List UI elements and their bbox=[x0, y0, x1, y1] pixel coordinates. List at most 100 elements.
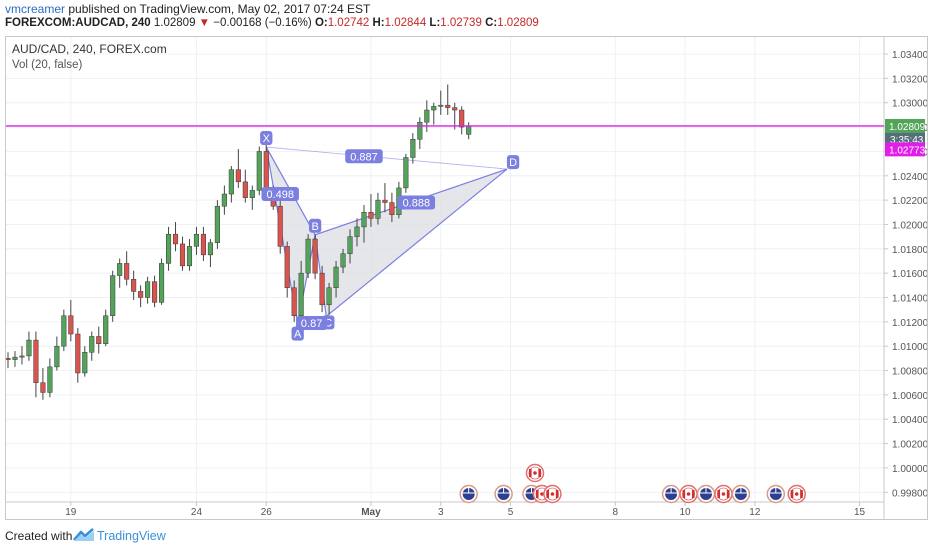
flag-stripe bbox=[528, 469, 532, 477]
flag-stripe bbox=[462, 488, 475, 494]
last-price: 1.02809 bbox=[153, 17, 196, 29]
price-tick-label: 1.01800 bbox=[892, 245, 927, 256]
flag-stripe bbox=[682, 490, 686, 498]
time-tick-label: 3 bbox=[438, 507, 444, 518]
pattern-triangle-bcd bbox=[314, 168, 508, 318]
candle-body bbox=[207, 242, 213, 256]
tradingview-brand[interactable]: TradingView bbox=[97, 529, 166, 543]
flag-stripe bbox=[790, 490, 794, 498]
chart-header: vmcreamer published on TradingView.com, … bbox=[0, 0, 932, 34]
publication-line: vmcreamer published on TradingView.com, … bbox=[5, 2, 370, 16]
price-axis[interactable]: 1.034001.032001.030001.028001.026001.024… bbox=[884, 50, 927, 499]
point-b-label-bg bbox=[308, 218, 322, 233]
candle-body bbox=[459, 109, 465, 128]
point-a-label: A bbox=[294, 329, 302, 341]
flag-stripe bbox=[769, 488, 782, 494]
ratio-label: 0.887 bbox=[350, 151, 378, 163]
flag-leaf bbox=[794, 492, 799, 496]
time-tick-label: May bbox=[361, 507, 381, 518]
created-with-text: Created with bbox=[5, 529, 73, 543]
australia-flag-icon bbox=[497, 488, 510, 500]
price-lines: 1.02809 3:35:431.02773 bbox=[6, 118, 926, 157]
candle-body bbox=[172, 233, 179, 245]
point-a-label-bg bbox=[291, 326, 304, 341]
point-c-label: C bbox=[324, 317, 332, 329]
time-axis[interactable]: 7192426May358101215 bbox=[6, 502, 866, 518]
published-text: published on TradingView.com, May 02, 20… bbox=[68, 2, 371, 16]
australia-flag-icon bbox=[700, 488, 712, 500]
flag-leaf bbox=[686, 492, 691, 496]
author-link[interactable]: vmcreamer bbox=[5, 2, 66, 16]
australia-flag-icon bbox=[462, 488, 475, 500]
candle-body bbox=[277, 205, 283, 247]
price-change: −0.00168 (−0.16%) bbox=[213, 17, 312, 29]
point-d-label-bg bbox=[506, 155, 520, 170]
price-tick-label: 1.01000 bbox=[892, 342, 927, 353]
price-tick-label: 1.02400 bbox=[892, 172, 927, 183]
flag-stripe bbox=[497, 488, 510, 494]
price-chart[interactable]: 1.034001.032001.030001.028001.026001.024… bbox=[6, 37, 927, 519]
price-tick-label: 1.01200 bbox=[892, 318, 927, 329]
flag-leaf bbox=[540, 492, 544, 496]
pattern-labels: X A B C D 0.887 0.498 0.888 0.87 bbox=[260, 131, 520, 341]
candle-body bbox=[424, 109, 430, 123]
flag-stripe bbox=[726, 490, 730, 498]
candle-body bbox=[361, 212, 367, 228]
candle-body bbox=[33, 339, 39, 383]
candle-body bbox=[305, 238, 311, 274]
symbol-label: FOREXCOM:AUDCAD, 240 bbox=[5, 17, 151, 29]
candle-body bbox=[200, 233, 206, 256]
time-tick-label: 19 bbox=[65, 507, 77, 518]
ratio-label-bg bbox=[345, 149, 383, 164]
time-tick-label: 10 bbox=[679, 507, 691, 518]
candle-body bbox=[54, 345, 60, 368]
quote-line: FOREXCOM:AUDCAD, 240 1.02809 ▼ −0.00168 … bbox=[5, 17, 539, 29]
candle-body bbox=[19, 355, 25, 358]
flag-stripe bbox=[546, 490, 550, 498]
ratio-label: 0.888 bbox=[403, 198, 431, 210]
flag-leaf bbox=[550, 492, 555, 496]
level-price-tag bbox=[885, 142, 925, 157]
candle-body bbox=[61, 315, 67, 347]
price-tick-label: 1.00200 bbox=[892, 440, 927, 451]
candle-body bbox=[326, 287, 332, 306]
grid bbox=[6, 37, 884, 502]
price-tick-label: 1.00600 bbox=[892, 391, 927, 402]
australia-flag-icon bbox=[665, 488, 678, 500]
ratio-label-bg bbox=[261, 187, 299, 202]
candle-body bbox=[431, 106, 437, 111]
down-arrow-icon: ▼ bbox=[198, 17, 211, 29]
candle-body bbox=[26, 339, 32, 357]
flag-stripe bbox=[717, 490, 721, 498]
candle-body bbox=[284, 246, 290, 289]
ratio-label-bg bbox=[296, 316, 328, 331]
price-tick-label: 1.00800 bbox=[892, 367, 927, 378]
candle-body bbox=[263, 151, 269, 194]
candle-body bbox=[47, 366, 53, 393]
low-value: 1.02739 bbox=[440, 17, 482, 29]
time-tick-label: 5 bbox=[508, 507, 514, 518]
candle-body bbox=[6, 358, 11, 360]
price-tick-label: 1.02000 bbox=[892, 220, 927, 231]
legend-volume: Vol (20, false) bbox=[12, 59, 82, 71]
candle-body bbox=[96, 336, 102, 345]
candle-body bbox=[138, 291, 144, 298]
flag-leaf bbox=[721, 492, 726, 496]
flag-stripe bbox=[535, 490, 539, 498]
current-price-label: 1.02809 bbox=[889, 122, 926, 133]
flag-stripe bbox=[555, 490, 559, 498]
close-label: C: bbox=[485, 17, 498, 29]
candle-body bbox=[152, 281, 158, 303]
price-tick-label: 1.01600 bbox=[892, 269, 927, 280]
ratio-label: 0.87 bbox=[301, 318, 322, 330]
candle-body bbox=[117, 263, 123, 276]
point-x-label: X bbox=[263, 133, 271, 145]
chart-panel[interactable]: 1.034001.032001.030001.028001.026001.024… bbox=[5, 36, 928, 520]
candle-body bbox=[445, 104, 451, 108]
candle-body bbox=[89, 336, 95, 353]
legend-title: AUD/CAD, 240, FOREX.com bbox=[12, 42, 167, 56]
economic-events[interactable] bbox=[459, 463, 806, 504]
tradingview-logo-icon bbox=[73, 528, 94, 541]
candle-body bbox=[131, 278, 137, 292]
flag-stripe bbox=[691, 490, 695, 498]
